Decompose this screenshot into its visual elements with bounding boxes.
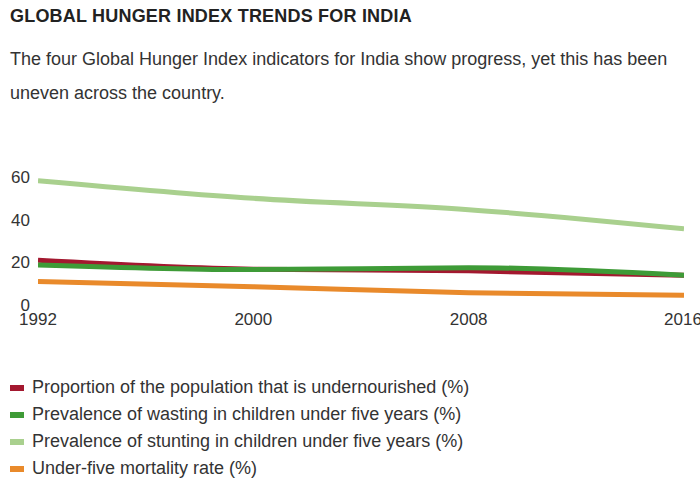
- html-text:Prevalence of wasting in child: Prevalence of wasting in children under …: [32, 404, 462, 424]
- svg-text:60: 60: [11, 168, 30, 187]
- svg-text:2008: 2008: [450, 310, 488, 329]
- svg-text:2016: 2016: [664, 310, 692, 329]
- svg-text:40: 40: [11, 211, 30, 230]
- html-text:Under-five mortality rate (%): Under-five mortality rate (%): [32, 458, 258, 478]
- svg-text:1992: 1992: [19, 310, 57, 330]
- svg-text:2000: 2000: [234, 310, 272, 329]
- html-text:Proportion of the population t: Proportion of the population that is und…: [32, 377, 470, 397]
- html-text:The four Global Hunger Index i: The four Global Hunger Index indicators …: [10, 49, 668, 103]
- html-text:Prevalence of stunting in chil: Prevalence of stunting in children under…: [32, 431, 464, 451]
- svg-text:20: 20: [11, 253, 30, 272]
- html-text:GLOBAL HUNGER INDEX TRENDS FOR: GLOBAL HUNGER INDEX TRENDS FOR INDIA: [10, 6, 412, 26]
- svg-text:0: 0: [21, 296, 30, 315]
